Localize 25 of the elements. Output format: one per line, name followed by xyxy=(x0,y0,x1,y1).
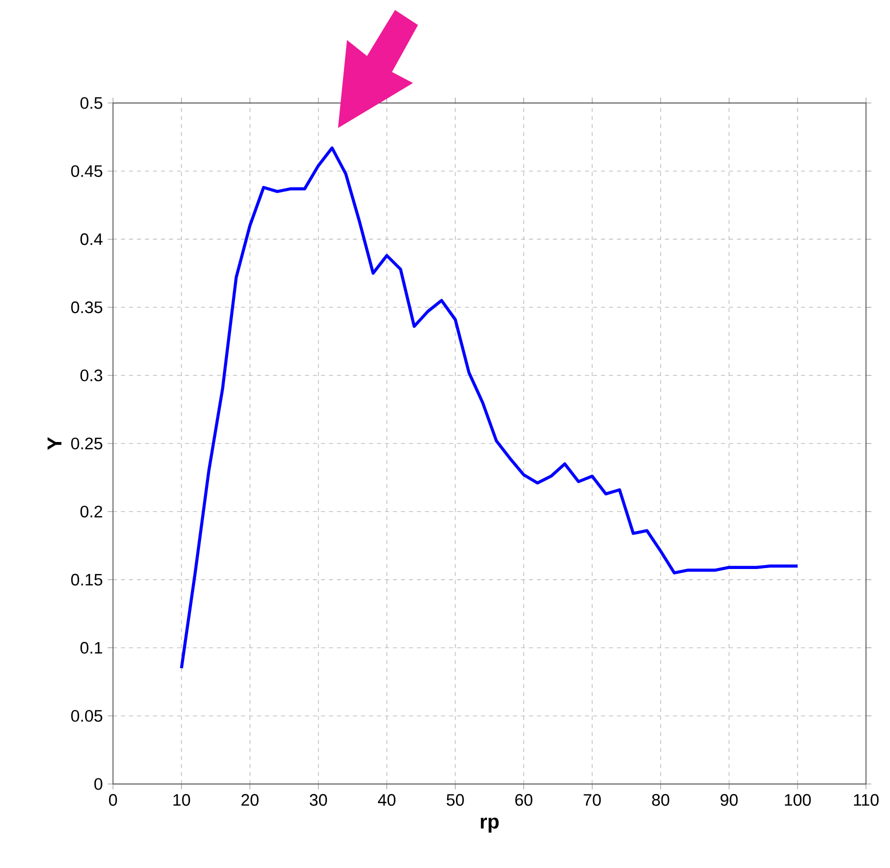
y-tick-label: 0.2 xyxy=(80,506,102,518)
x-tick-label: 50 xyxy=(446,794,464,806)
y-tick-label: 0.1 xyxy=(80,642,102,654)
x-axis-title: rp xyxy=(480,818,499,833)
x-tick-label: 20 xyxy=(241,794,259,806)
x-tick-label: 10 xyxy=(173,794,190,806)
y-tick-label: 0.5 xyxy=(80,97,102,109)
x-tick-label: 60 xyxy=(515,794,532,806)
y-tick-label: 0.35 xyxy=(71,301,102,314)
x-tick-label: 90 xyxy=(720,794,738,806)
x-tick-label: 80 xyxy=(652,794,670,806)
x-tick-label: 30 xyxy=(310,794,327,806)
x-tick-label: 100 xyxy=(784,794,811,806)
y-tick-label: 0.05 xyxy=(71,710,102,722)
y-tick-label: 0.3 xyxy=(80,370,102,382)
x-tick-label: 0 xyxy=(109,794,117,806)
x-tick-label: 40 xyxy=(378,794,396,806)
y-tick-label: 0.4 xyxy=(80,233,102,246)
y-tick-label: 0 xyxy=(94,778,102,790)
y-tick-label: 0.45 xyxy=(71,165,102,177)
y-tick-label: 0.15 xyxy=(71,574,102,586)
x-tick-label: 70 xyxy=(584,794,601,806)
y-axis-title: Y xyxy=(48,437,62,450)
y-tick-label: 0.25 xyxy=(71,438,102,450)
x-tick-label: 110 xyxy=(854,794,879,806)
